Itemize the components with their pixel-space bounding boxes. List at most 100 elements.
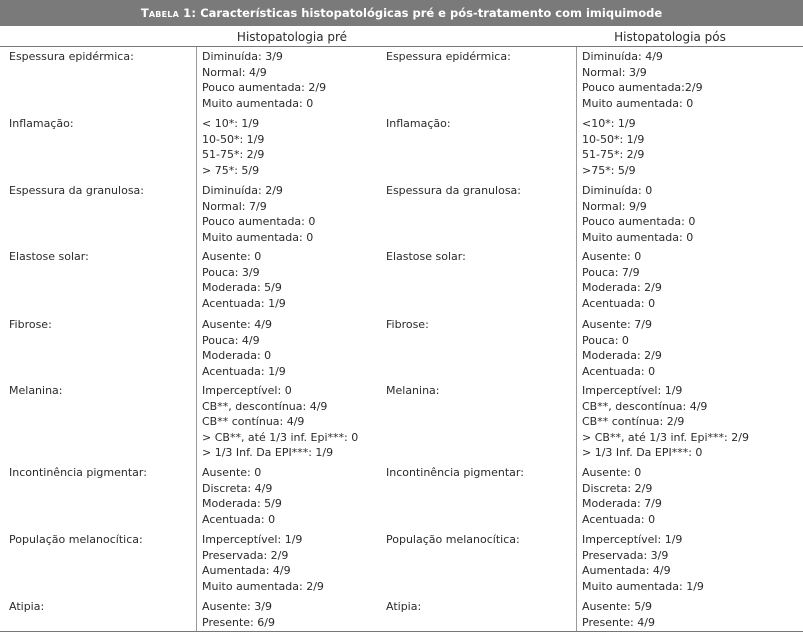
pos-value: Acentuada: 0	[582, 364, 656, 378]
pre-value: > 75*: 5/9	[202, 163, 260, 177]
pre-value: Presente: 6/9	[202, 615, 275, 629]
pre-value: Normal: 7/9	[202, 199, 267, 213]
pre-values: < 10*: 1/9 10-50*: 1/9 51-75*: 2/9 > 75*: 5…	[202, 116, 264, 178]
pos-value: Ausente: 0	[582, 250, 642, 263]
pre-values: Ausente: 4/9 Pouca: 4/9 Moderada: 0 Acentua…	[202, 317, 286, 379]
pre-value: Acentuada: 0	[202, 512, 276, 526]
parameter-label-pos: Fibrose:	[386, 318, 429, 331]
pos-values: Imperceptível: 1/9 Preservada: 3/9 Aumenta…	[582, 532, 704, 594]
pos-values: Ausente: 7/9 Pouca: 0 Moderada: 2/9 Acentua…	[582, 317, 662, 379]
pos-values: Ausente: 5/9 Presente: 4/9	[582, 599, 655, 630]
pos-values: Imperceptível: 1/9 CB**, descontínua: 4/9…	[582, 383, 749, 461]
pre-values: Ausente: 3/9 Presente: 6/9	[202, 599, 275, 630]
pre-values: Imperceptível: 0 CB**, descontínua: 4/9 CB…	[202, 383, 358, 461]
pos-value: Imperceptível: 1/9	[582, 384, 683, 397]
parameter-label-pre: Melanina:	[9, 384, 63, 397]
pre-value: Muito aumentada: 0	[202, 230, 314, 244]
pre-value: Imperceptível: 1/9	[202, 533, 303, 546]
pos-value: <10*: 1/9	[582, 117, 636, 130]
parameter-label-pos: Espessura da granulosa:	[386, 184, 521, 197]
pos-value: Ausente: 0	[582, 466, 642, 479]
pos-value: Muito aumentada: 0	[582, 230, 694, 244]
pos-value: Normal: 9/9	[582, 199, 647, 213]
pre-value: Ausente: 0	[202, 466, 262, 479]
pre-value: CB**, descontínua: 4/9	[202, 399, 328, 413]
pre-value: Imperceptível: 0	[202, 384, 292, 397]
pos-value: > CB**, até 1/3 inf. Epi***: 2/9	[582, 430, 749, 444]
pre-values: Imperceptível: 1/9 Preservada: 2/9 Aumenta…	[202, 532, 324, 594]
pos-value: Preservada: 3/9	[582, 548, 669, 562]
pos-value: > 1/3 Inf. Da EPI***: 0	[582, 446, 703, 459]
pre-value: Acentuada: 1/9	[202, 296, 286, 310]
parameter-label-pre: Incontinência pigmentar:	[9, 466, 147, 479]
pos-value: Ausente: 5/9	[582, 600, 652, 613]
pre-value: Muito aumentada: 2/9	[202, 579, 324, 593]
pos-values: Diminuída: 0 Normal: 9/9 Pouco aumentada: …	[582, 183, 695, 245]
pos-value: CB**, descontínua: 4/9	[582, 399, 708, 413]
pre-value: Muito aumentada: 0	[202, 96, 314, 110]
column-divider-pos	[576, 47, 577, 631]
pre-value: 10-50*: 1/9	[202, 132, 265, 146]
pre-values: Ausente: 0 Discreta: 4/9 Moderada: 5/9 Acen…	[202, 465, 282, 527]
pos-value: Diminuída: 0	[582, 184, 653, 197]
pos-value: Ausente: 7/9	[582, 318, 652, 331]
pre-value: > 1/3 Inf. Da EPI***: 1/9	[202, 446, 334, 459]
parameter-label-pre: Elastose solar:	[9, 250, 89, 263]
parameter-label-pos: Elastose solar:	[386, 250, 466, 263]
pos-value: 10-50*: 1/9	[582, 132, 645, 146]
parameter-label-pos: Espessura epidérmica:	[386, 50, 511, 63]
pre-value: Ausente: 4/9	[202, 318, 272, 331]
table-title-bar: Tabela 1: Características histopatológic…	[0, 0, 803, 26]
pre-value: > CB**, até 1/3 inf. Epi***: 0	[202, 430, 359, 444]
pos-value: Muito aumentada: 1/9	[582, 579, 704, 593]
pos-value: Acentuada: 0	[582, 512, 656, 526]
table-label: Tabela 1:	[140, 6, 197, 20]
pre-values: Diminuída: 3/9 Normal: 4/9 Pouco aumentada…	[202, 49, 326, 111]
pos-value: Pouca: 0	[582, 333, 629, 347]
pre-value: Pouco aumentada: 2/9	[202, 81, 327, 94]
parameter-label-pos: Atipia:	[386, 600, 422, 613]
pos-value: >75*: 5/9	[582, 163, 636, 177]
pos-value: Aumentada: 4/9	[582, 564, 671, 577]
header-histopatologia-pos: Histopatologia pós	[614, 30, 726, 44]
header-histopatologia-pre: Histopatologia pré	[236, 30, 348, 44]
pre-value: Diminuída: 3/9	[202, 50, 283, 63]
pos-value: Discreta: 2/9	[582, 481, 653, 495]
pos-value: Normal: 3/9	[582, 65, 647, 79]
pre-value: Moderada: 0	[202, 349, 272, 362]
pre-value: Moderada: 5/9	[202, 497, 282, 510]
pos-values: <10*: 1/9 10-50*: 1/9 51-75*: 2/9 >75*: 5/9	[582, 116, 644, 178]
pre-value: Diminuída: 2/9	[202, 184, 283, 197]
pre-value: Pouca: 4/9	[202, 333, 260, 347]
pre-value: Normal: 4/9	[202, 65, 267, 79]
pre-value: Ausente: 3/9	[202, 600, 272, 613]
pre-value: 51-75*: 2/9	[202, 148, 265, 161]
parameter-label-pre: Fibrose:	[9, 318, 52, 331]
pos-values: Diminuída: 4/9 Normal: 3/9 Pouco aumentada…	[582, 49, 703, 111]
parameter-label-pos: Incontinência pigmentar:	[386, 466, 524, 479]
pos-value: Pouco aumentada: 0	[582, 215, 696, 228]
pos-value: Muito aumentada: 0	[582, 96, 694, 110]
pos-value: Imperceptível: 1/9	[582, 533, 683, 546]
pre-value: Pouca: 3/9	[202, 265, 260, 279]
pos-values: Ausente: 0 Pouca: 7/9 Moderada: 2/9 Acentua…	[582, 249, 662, 311]
pos-value: Presente: 4/9	[582, 615, 655, 629]
pre-value: Acentuada: 1/9	[202, 364, 286, 378]
pre-value: < 10*: 1/9	[202, 117, 260, 130]
pre-value: CB** contínua: 4/9	[202, 415, 305, 428]
pos-value: Moderada: 2/9	[582, 281, 662, 294]
parameter-label-pos: População melanocítica:	[386, 533, 520, 546]
column-divider-pre	[196, 47, 197, 631]
pos-value: Moderada: 7/9	[582, 497, 662, 510]
pos-value: Moderada: 2/9	[582, 349, 662, 362]
pos-value: 51-75*: 2/9	[582, 148, 645, 161]
pos-value: Acentuada: 0	[582, 296, 656, 310]
pos-value: CB** contínua: 2/9	[582, 415, 685, 428]
parameter-label-pre: População melanocítica:	[9, 533, 143, 546]
pre-value: Pouco aumentada: 0	[202, 215, 316, 228]
pos-value: Pouco aumentada:2/9	[582, 81, 703, 94]
parameter-label-pos: Melanina:	[386, 384, 440, 397]
pos-value: Pouca: 7/9	[582, 265, 640, 279]
pre-values: Ausente: 0 Pouca: 3/9 Moderada: 5/9 Acentua…	[202, 249, 286, 311]
